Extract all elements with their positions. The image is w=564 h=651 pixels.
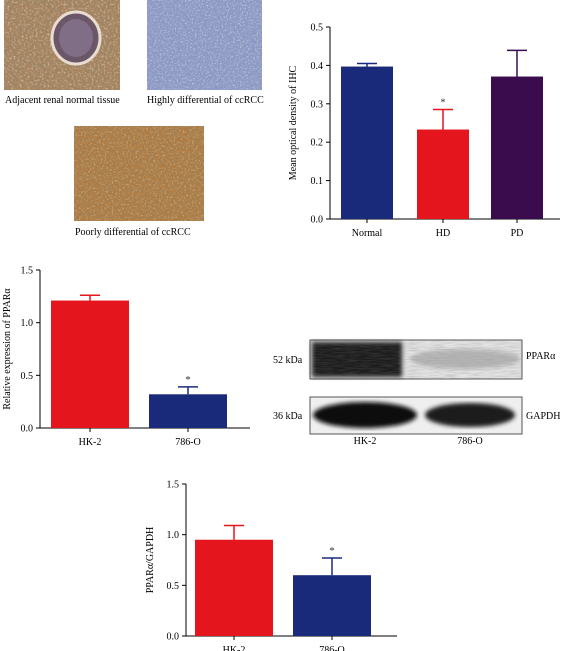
bar-normal [341, 66, 393, 219]
y-tick-label: 0.4 [311, 61, 324, 72]
x-tick-label: Normal [352, 228, 383, 239]
y-axis-label: Relative expression of PPARα [2, 288, 13, 410]
blot-lane-label-786o: 786-O [457, 436, 483, 447]
x-tick-label: PD [511, 228, 524, 239]
blot-size-label-36: 36 kDa [273, 411, 303, 422]
y-tick-label: 0.3 [311, 99, 324, 110]
micrograph-pd-tissue [74, 126, 204, 221]
bar-hk2 [51, 300, 129, 428]
blot-protein-label-gapdh: GAPDH [526, 411, 560, 422]
significance-marker: * [440, 97, 446, 109]
x-tick-label: HD [436, 228, 450, 239]
x-tick-label: HK-2 [79, 437, 102, 448]
x-tick-label: HK-2 [223, 645, 246, 651]
micrograph-pd-image [74, 126, 204, 221]
blot-lane-label-hk2: HK-2 [354, 436, 377, 447]
x-tick-label: 786-O [175, 437, 201, 448]
y-axis-label: PPARα/GAPDH [145, 527, 156, 594]
micrograph-caption-pd: Poorly differential of ccRCC [75, 227, 191, 238]
bar-786o [293, 575, 371, 636]
micrograph-hd-image [147, 0, 262, 90]
y-tick-label: 0.0 [311, 215, 324, 226]
y-tick-label: 1.0 [167, 530, 180, 541]
significance-marker: * [329, 545, 335, 557]
chart-ppar-gapdh-ratio: 0.0 0.5 1.0 1.5 PPARα/GAPDH HK-2 * 786-O [145, 480, 397, 651]
micrograph-caption-normal: Adjacent renal normal tissue [5, 95, 120, 106]
chart-ihc-optical-density: 0.0 0.1 0.2 0.3 0.4 0.5 Mean optical density o… [288, 23, 560, 239]
blot-protein-label-ppar: PPARα [526, 351, 556, 362]
y-tick-label: 0.0 [21, 424, 34, 435]
bar-hd [417, 129, 469, 219]
bar-hk2 [195, 539, 273, 636]
bar-pd [491, 76, 543, 219]
y-tick-label: 0.1 [311, 176, 324, 187]
y-tick-label: 0.2 [311, 138, 324, 149]
y-tick-label: 0.5 [311, 23, 324, 34]
blot-size-label-52: 52 kDa [273, 355, 303, 366]
y-tick-label: 0.0 [167, 632, 180, 643]
bar-786o [149, 394, 227, 428]
y-tick-label: 0.5 [167, 581, 180, 592]
western-blot-image: 52 kDa PPARα 36 kDa GAPDH HK-2 786-O [273, 339, 560, 447]
micrograph-normal-tissue [4, 0, 120, 90]
micrograph-hd-tissue [147, 0, 262, 90]
y-axis-label: Mean optical density of IHC [288, 65, 299, 180]
micrograph-normal-image [4, 0, 120, 90]
y-tick-label: 1.5 [21, 266, 34, 277]
y-tick-label: 1.0 [21, 318, 34, 329]
x-tick-label: 786-O [319, 645, 345, 651]
y-tick-label: 1.5 [167, 480, 180, 491]
chart-ppar-relative-expression: 0.0 0.5 1.0 1.5 Relative expression of PPARα… [2, 266, 250, 448]
y-tick-label: 0.5 [21, 371, 34, 382]
western-blot: 52 kDa PPARα 36 kDa GAPDH HK-2 786-O [270, 335, 564, 450]
micrograph-caption-hd: Highly differential of ccRCC [147, 95, 264, 106]
significance-marker: * [185, 374, 191, 386]
